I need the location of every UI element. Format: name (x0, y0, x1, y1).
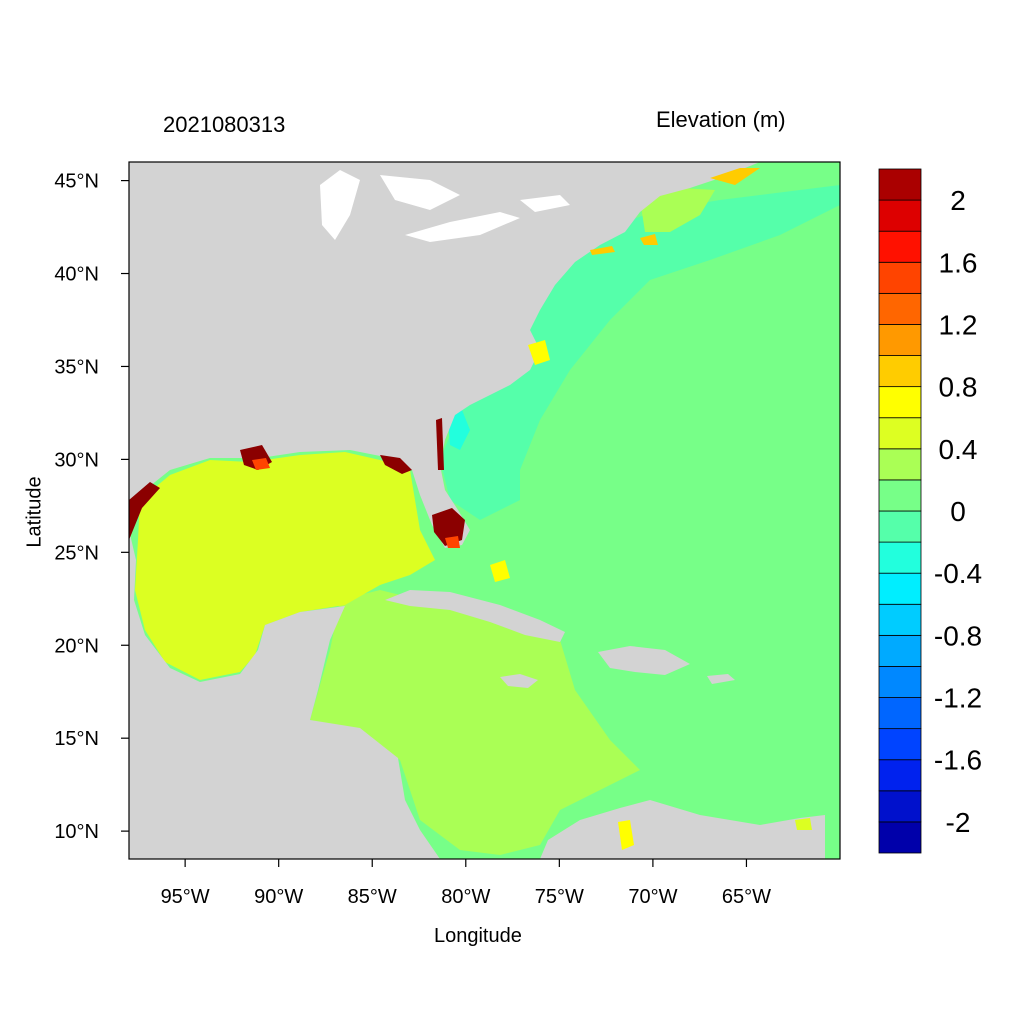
plot-frame (128, 161, 841, 860)
colorbar-bin (878, 168, 922, 201)
y-tick-label: 35°N (54, 356, 99, 378)
colorbar-bin (878, 697, 922, 730)
surge-maracaibo (618, 820, 634, 850)
x-tick-label: 70°W (628, 886, 677, 908)
colorbar-bin (878, 666, 922, 698)
surge-lesser-antilles (795, 818, 812, 830)
map-timestamp: 2021080313 (163, 112, 286, 137)
surge-atlantic-coast (436, 418, 444, 470)
colorbar-bin (878, 510, 922, 543)
colorbar-label: -0.8 (934, 620, 982, 651)
colorbar-label: -0.4 (934, 558, 982, 589)
colorbar-bin (878, 355, 922, 388)
surge-louisiana-inner (252, 458, 270, 470)
colorbar-label: 0 (950, 496, 966, 527)
x-tick-label: 95°W (161, 886, 210, 908)
colorbar-bin (878, 603, 922, 636)
cuba-land (385, 590, 565, 642)
axis-ticks: 95°W 90°W 85°W 80°W 75°W 70°W 65°W 10°N 15°N 20°N… (54, 171, 771, 908)
jamaica-land (500, 674, 538, 688)
x-axis-label: Longitude (434, 925, 522, 947)
y-tick-label: 30°N (54, 449, 99, 471)
colorbar-bin (878, 541, 922, 574)
x-tick-label: 90°W (254, 886, 303, 908)
colorbar-bin (878, 759, 922, 792)
colorbar-label: 0.8 (939, 372, 978, 403)
x-tick-label: 65°W (722, 886, 771, 908)
y-tick-label: 40°N (54, 264, 99, 286)
colorbar-bin (878, 417, 922, 450)
y-tick-label: 25°N (54, 542, 99, 564)
south-america-land (540, 800, 825, 859)
colorbar-bin (878, 386, 922, 419)
surge-gulf-coast (380, 455, 412, 474)
mexico-land (129, 530, 440, 859)
puerto-rico-land (707, 674, 735, 684)
y-tick-label: 20°N (54, 635, 99, 657)
colorbar-bin (878, 230, 922, 263)
colorbar-bin (878, 821, 922, 854)
colorbar-label: -1.6 (934, 745, 982, 776)
colorbar-label: 0.4 (939, 434, 978, 465)
colorbar-bin (878, 448, 922, 481)
surge-bahamas (490, 560, 510, 582)
colorbar-bin (878, 199, 922, 232)
surge-texas (129, 482, 160, 540)
variable-title: Elevation (m) (656, 107, 786, 132)
y-tick-label: 10°N (54, 821, 99, 843)
surge-long-island (590, 246, 615, 255)
colorbar-bin (878, 479, 922, 512)
surge-cape-cod (640, 234, 658, 245)
y-tick-label: 45°N (54, 171, 99, 193)
x-tick-label: 85°W (348, 886, 397, 908)
great-lakes (320, 170, 570, 242)
colorbar-label: -1.2 (934, 683, 982, 714)
colorbar-label: 1.2 (939, 309, 978, 340)
north-america-land (129, 162, 760, 548)
colorbar-bin (878, 324, 922, 356)
colorbar: -2 -1.6 -1.2 -0.8 -0.4 0 0.4 0.8 1.2 1.6 2 (878, 168, 982, 854)
gulf-of-maine-zone (640, 188, 715, 232)
hispaniola-land (598, 646, 690, 675)
nearshore-zone (448, 410, 470, 450)
y-axis-label: Latitude (23, 476, 46, 548)
colorbar-bin (878, 261, 922, 294)
surge-florida-tip (445, 536, 460, 548)
colorbar-label: -2 (946, 807, 971, 838)
colorbar-bin (878, 292, 922, 325)
x-tick-label: 80°W (441, 886, 490, 908)
x-tick-label: 75°W (535, 886, 584, 908)
colorbar-label: 2 (950, 185, 966, 216)
colorbar-bin (878, 790, 922, 823)
colorbar-label: 1.6 (939, 247, 978, 278)
caribbean-sea (310, 590, 640, 855)
colorbar-bin (878, 572, 922, 605)
gulf-of-mexico (135, 452, 435, 680)
surge-pamlico (528, 340, 550, 365)
y-tick-label: 15°N (54, 728, 99, 750)
surge-new-england (710, 168, 760, 185)
colorbar-bin (878, 728, 922, 761)
colorbar-bin (878, 634, 922, 667)
map-field (129, 162, 840, 859)
